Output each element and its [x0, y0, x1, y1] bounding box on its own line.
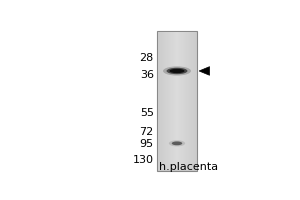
Bar: [162, 32, 163, 170]
Bar: [163, 32, 164, 170]
Text: 130: 130: [133, 155, 154, 165]
Bar: [167, 32, 168, 170]
Bar: [158, 32, 159, 170]
Bar: [170, 32, 171, 170]
Bar: [172, 32, 173, 170]
Bar: [185, 32, 186, 170]
Bar: [161, 32, 162, 170]
Bar: [176, 32, 177, 170]
Ellipse shape: [172, 141, 182, 145]
Bar: [184, 32, 185, 170]
Bar: [192, 32, 193, 170]
Ellipse shape: [169, 69, 184, 73]
Bar: [188, 32, 189, 170]
Bar: [160, 32, 161, 170]
Bar: [180, 32, 181, 170]
Bar: [189, 32, 190, 170]
Bar: [187, 32, 188, 170]
Bar: [161, 32, 162, 170]
Bar: [160, 32, 161, 170]
Bar: [194, 32, 195, 170]
Bar: [181, 32, 182, 170]
Bar: [177, 32, 178, 170]
Text: 95: 95: [140, 139, 154, 149]
Text: 72: 72: [140, 127, 154, 137]
Bar: [178, 32, 179, 170]
Ellipse shape: [169, 140, 185, 146]
Bar: [169, 32, 170, 170]
Bar: [182, 32, 183, 170]
Bar: [189, 32, 190, 170]
Bar: [193, 32, 194, 170]
Bar: [169, 32, 170, 170]
Bar: [165, 32, 166, 170]
Bar: [186, 32, 187, 170]
Bar: [195, 32, 196, 170]
Text: 28: 28: [140, 53, 154, 63]
Bar: [190, 32, 191, 170]
Bar: [157, 31, 197, 171]
Bar: [181, 32, 182, 170]
Bar: [179, 32, 180, 170]
Bar: [164, 32, 165, 170]
Bar: [159, 32, 160, 170]
Bar: [174, 32, 175, 170]
Text: 55: 55: [140, 108, 154, 118]
Bar: [171, 32, 172, 170]
Text: h.placenta: h.placenta: [159, 162, 218, 172]
Bar: [179, 32, 180, 170]
Bar: [173, 32, 174, 170]
Ellipse shape: [167, 68, 188, 74]
Bar: [191, 32, 192, 170]
Polygon shape: [199, 67, 210, 75]
Bar: [183, 32, 184, 170]
Bar: [190, 32, 191, 170]
Text: 36: 36: [140, 70, 154, 80]
Bar: [168, 32, 169, 170]
Bar: [171, 32, 172, 170]
Bar: [175, 32, 176, 170]
Ellipse shape: [163, 66, 191, 76]
